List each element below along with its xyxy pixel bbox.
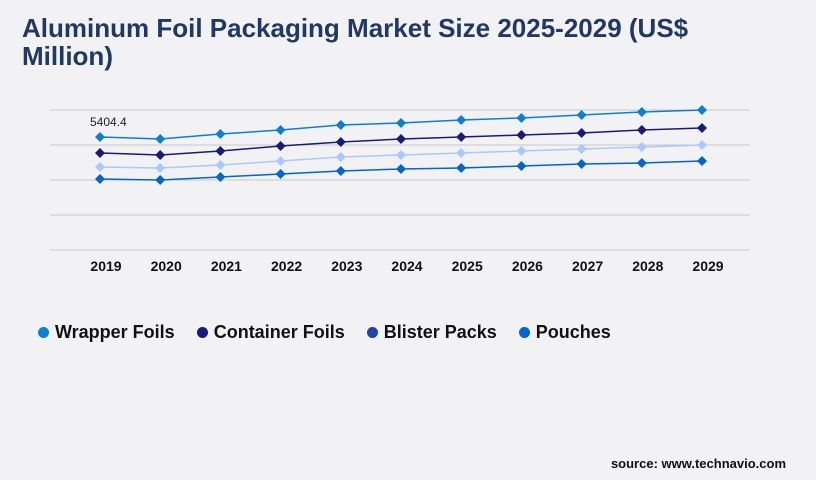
data-point bbox=[636, 158, 647, 169]
data-point bbox=[636, 142, 647, 153]
data-point bbox=[95, 161, 105, 172]
data-point bbox=[95, 132, 105, 143]
series-container-foils bbox=[95, 123, 707, 160]
legend-marker-icon bbox=[518, 327, 530, 338]
data-point bbox=[456, 162, 467, 173]
source-note: source: www.technavio.com bbox=[610, 456, 786, 471]
data-point bbox=[275, 155, 286, 166]
data-point bbox=[697, 155, 707, 166]
legend-marker-icon bbox=[366, 327, 378, 338]
x-tick-label: 2023 bbox=[331, 258, 362, 274]
data-point bbox=[215, 146, 226, 157]
x-tick-label: 2022 bbox=[271, 258, 302, 274]
legend-label: Container Foils bbox=[213, 322, 345, 342]
data-point bbox=[396, 133, 406, 144]
data-point bbox=[215, 159, 226, 170]
data-point bbox=[215, 129, 226, 140]
data-point bbox=[95, 147, 105, 158]
legend-item: Container Foils bbox=[196, 322, 345, 343]
data-point bbox=[335, 119, 346, 130]
data-point bbox=[215, 171, 226, 182]
x-tick-label: 2025 bbox=[452, 258, 483, 274]
line-chart: 2019 2020 2021 2022 2023 2024 2025 2026 2027 2028… bbox=[50, 105, 750, 274]
data-point bbox=[396, 118, 406, 129]
legend-label: Wrapper Foils bbox=[55, 322, 175, 342]
data-point bbox=[516, 112, 527, 123]
series-pouches bbox=[95, 155, 707, 185]
data-point bbox=[155, 149, 166, 160]
data-point bbox=[576, 109, 587, 120]
data-point bbox=[396, 149, 406, 160]
data-point bbox=[576, 143, 587, 154]
chart-title: Aluminum Foil Packaging Market Size 2025… bbox=[22, 13, 689, 71]
data-point bbox=[697, 123, 707, 134]
x-tick-label: 2029 bbox=[692, 258, 723, 274]
legend: Wrapper Foils Container Foils Blister Pack… bbox=[38, 322, 611, 343]
data-point bbox=[95, 173, 105, 184]
series-blister-packs bbox=[95, 140, 707, 173]
data-point bbox=[456, 131, 467, 142]
data-point bbox=[456, 114, 467, 125]
data-point bbox=[697, 140, 707, 150]
series-wrapper-foils bbox=[95, 105, 707, 144]
data-point bbox=[396, 164, 406, 175]
data-point bbox=[516, 160, 527, 171]
data-point bbox=[275, 124, 286, 135]
x-tick-label: 2024 bbox=[391, 258, 422, 274]
legend-marker-icon bbox=[38, 327, 49, 338]
data-point bbox=[155, 162, 166, 173]
legend-label: Blister Packs bbox=[383, 322, 497, 342]
data-point bbox=[155, 175, 166, 185]
x-tick-label: 2019 bbox=[90, 258, 121, 274]
data-point bbox=[456, 147, 467, 158]
legend-item: Blister Packs bbox=[366, 322, 497, 343]
x-tick-label: 2021 bbox=[211, 258, 242, 274]
x-tick-label: 2028 bbox=[632, 258, 663, 274]
data-point bbox=[275, 141, 286, 152]
data-point bbox=[636, 106, 647, 117]
data-point bbox=[576, 127, 587, 138]
data-point bbox=[576, 159, 587, 170]
legend-label: Pouches bbox=[535, 322, 611, 342]
x-tick-label: 2026 bbox=[512, 258, 543, 274]
data-point bbox=[275, 168, 286, 179]
data-point bbox=[335, 152, 346, 163]
data-point bbox=[697, 105, 707, 115]
x-tick-label: 2020 bbox=[151, 258, 182, 274]
data-point bbox=[335, 165, 346, 176]
data-label: 5404.4 bbox=[90, 115, 127, 129]
data-point bbox=[155, 133, 166, 144]
data-point bbox=[335, 136, 346, 147]
data-point bbox=[636, 124, 647, 135]
legend-item: Pouches bbox=[518, 322, 611, 343]
data-point bbox=[516, 146, 527, 157]
legend-item: Wrapper Foils bbox=[38, 322, 175, 343]
x-tick-label: 2027 bbox=[572, 258, 603, 274]
legend-marker-icon bbox=[196, 327, 208, 338]
data-point bbox=[516, 130, 527, 141]
